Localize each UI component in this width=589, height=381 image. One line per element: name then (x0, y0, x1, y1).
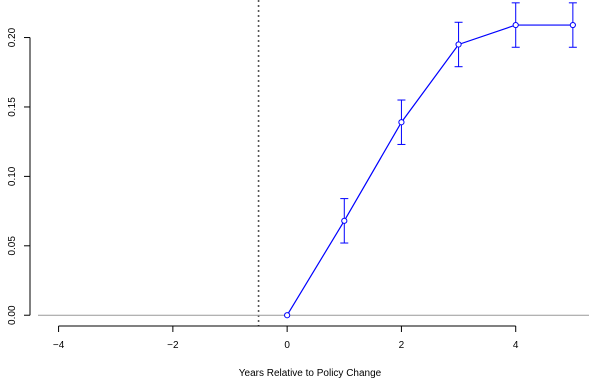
data-point (284, 312, 291, 319)
x-tick-label: −4 (53, 340, 65, 351)
y-tick-label: 0.20 (7, 27, 18, 47)
x-tick-label: 4 (513, 340, 519, 351)
y-tick-label: 0.00 (7, 305, 18, 325)
data-point (341, 217, 348, 224)
data-point (398, 119, 405, 126)
data-point (455, 41, 462, 48)
series-line (286, 24, 573, 316)
data-point (512, 21, 519, 29)
y-tick-label: 0.15 (7, 97, 18, 117)
y-tick-label: 0.05 (7, 236, 18, 256)
series-layer (284, 2, 577, 319)
axes-layer: 0.00 0.05 0.10 0.15 0.20 −4 −2 0 2 4 (7, 27, 519, 351)
x-tick-label: 0 (284, 340, 290, 351)
reference-lines-layer (38, 0, 589, 326)
y-tick-label: 0.10 (7, 166, 18, 186)
data-point (569, 21, 576, 29)
x-axis-title: Years Relative to Policy Change (239, 368, 382, 379)
x-tick-label: −2 (167, 340, 179, 351)
x-tick-label: 2 (399, 340, 405, 351)
